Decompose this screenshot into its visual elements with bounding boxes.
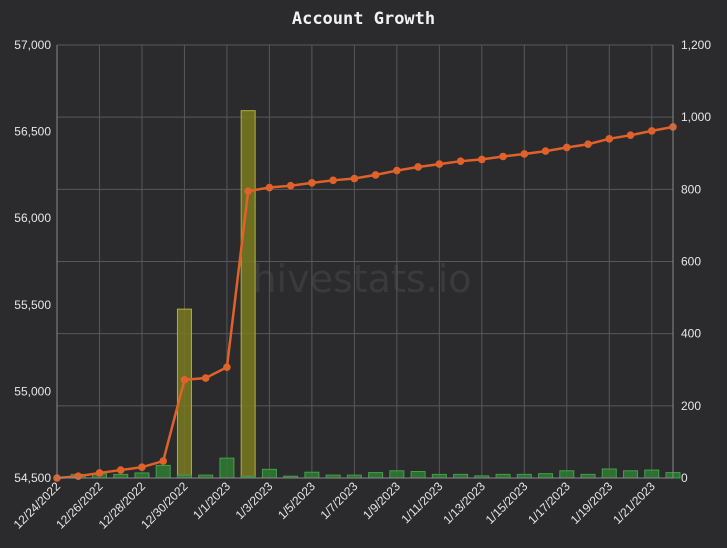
- bar-s1-25: [580, 473, 596, 479]
- bar-s1-26: [601, 468, 617, 479]
- left-tick-label: 56,000: [14, 211, 51, 225]
- line-point-27: [626, 131, 635, 140]
- line-point-7: [201, 374, 210, 382]
- line-point-24: [562, 143, 571, 152]
- x-tick-label: 1/11/2023: [398, 479, 445, 526]
- x-tick-label: 1/3/2023: [233, 479, 276, 522]
- line-point-22: [520, 150, 529, 158]
- bar-s1-22: [516, 473, 532, 479]
- right-tick-label: 600: [681, 255, 701, 269]
- bar-s1-3: [113, 473, 129, 479]
- line-point-11: [286, 181, 295, 190]
- line-point-1: [74, 472, 83, 480]
- x-tick-label: 12/30/2022: [138, 479, 191, 532]
- x-tick-label: 1/5/2023: [275, 479, 318, 522]
- x-tick-label: 1/17/2023: [525, 479, 573, 527]
- line-point-10: [265, 183, 274, 192]
- grid: [56, 44, 673, 479]
- line-series: [53, 123, 677, 482]
- line-point-21: [499, 152, 507, 161]
- bar-s1-8: [219, 457, 235, 479]
- left-tick-label: 56,500: [14, 125, 51, 139]
- line-point-20: [478, 155, 486, 164]
- line-point-16: [393, 166, 401, 175]
- line-point-17: [414, 163, 422, 171]
- bar-s1-17: [410, 471, 426, 479]
- line-point-14: [350, 174, 359, 183]
- bar-s0-9: [240, 110, 256, 479]
- bar-s1-21: [495, 473, 511, 479]
- line-path: [56, 125, 674, 480]
- bar-s1-23: [538, 473, 554, 479]
- line-point-2: [95, 469, 104, 477]
- line-point-4: [138, 463, 146, 471]
- line-point-28: [647, 127, 656, 135]
- x-tick-label: 1/7/2023: [318, 479, 361, 522]
- x-tick-label: 1/21/2023: [610, 479, 658, 527]
- x-tick-label: 1/15/2023: [483, 479, 531, 527]
- watermark: hivestats.io: [252, 257, 471, 301]
- x-tick-label: 1/9/2023: [360, 479, 403, 522]
- left-tick-label: 57,000: [14, 38, 51, 52]
- line-point-23: [541, 147, 550, 155]
- line-point-26: [605, 135, 614, 143]
- bar-s1-4: [134, 472, 150, 479]
- line-point-13: [329, 176, 337, 185]
- line-point-25: [584, 140, 592, 149]
- right-tick-label: 800: [681, 182, 701, 196]
- line-point-15: [371, 171, 380, 179]
- line-point-9: [244, 187, 252, 195]
- left-tick-label: 55,500: [14, 298, 51, 312]
- bars: [70, 110, 681, 479]
- line-point-5: [159, 457, 168, 465]
- line-point-19: [456, 157, 465, 165]
- line-point-18: [435, 160, 444, 168]
- x-tick-label: 1/13/2023: [440, 479, 488, 527]
- bar-s1-15: [368, 472, 384, 479]
- bar-s0-6: [176, 308, 192, 479]
- x-tick-label: 1/19/2023: [568, 479, 616, 527]
- right-tick-label: 1,200: [681, 38, 711, 52]
- bar-s1-19: [453, 473, 469, 479]
- bar-s1-18: [431, 473, 447, 479]
- line-point-3: [116, 466, 125, 474]
- bar-s1-12: [304, 471, 320, 479]
- bar-s1-24: [559, 470, 575, 479]
- bar-s1-5: [155, 464, 171, 479]
- line-point-12: [308, 179, 316, 187]
- left-tick-label: 55,000: [14, 384, 51, 398]
- bar-s1-10: [261, 468, 277, 479]
- line-point-8: [223, 363, 231, 372]
- bar-s1-27: [623, 470, 639, 479]
- left-tick-label: 54,500: [14, 471, 51, 485]
- chart-title: Account Growth: [291, 9, 436, 29]
- right-tick-label: 200: [681, 399, 701, 413]
- right-tick-label: 0: [681, 471, 688, 485]
- right-tick-label: 400: [681, 327, 701, 341]
- bar-s1-16: [389, 470, 405, 479]
- bar-s1-28: [644, 469, 660, 479]
- line-point-6: [180, 376, 189, 384]
- right-tick-label: 1,000: [681, 110, 711, 124]
- x-tick-label: 1/1/2023: [190, 479, 233, 522]
